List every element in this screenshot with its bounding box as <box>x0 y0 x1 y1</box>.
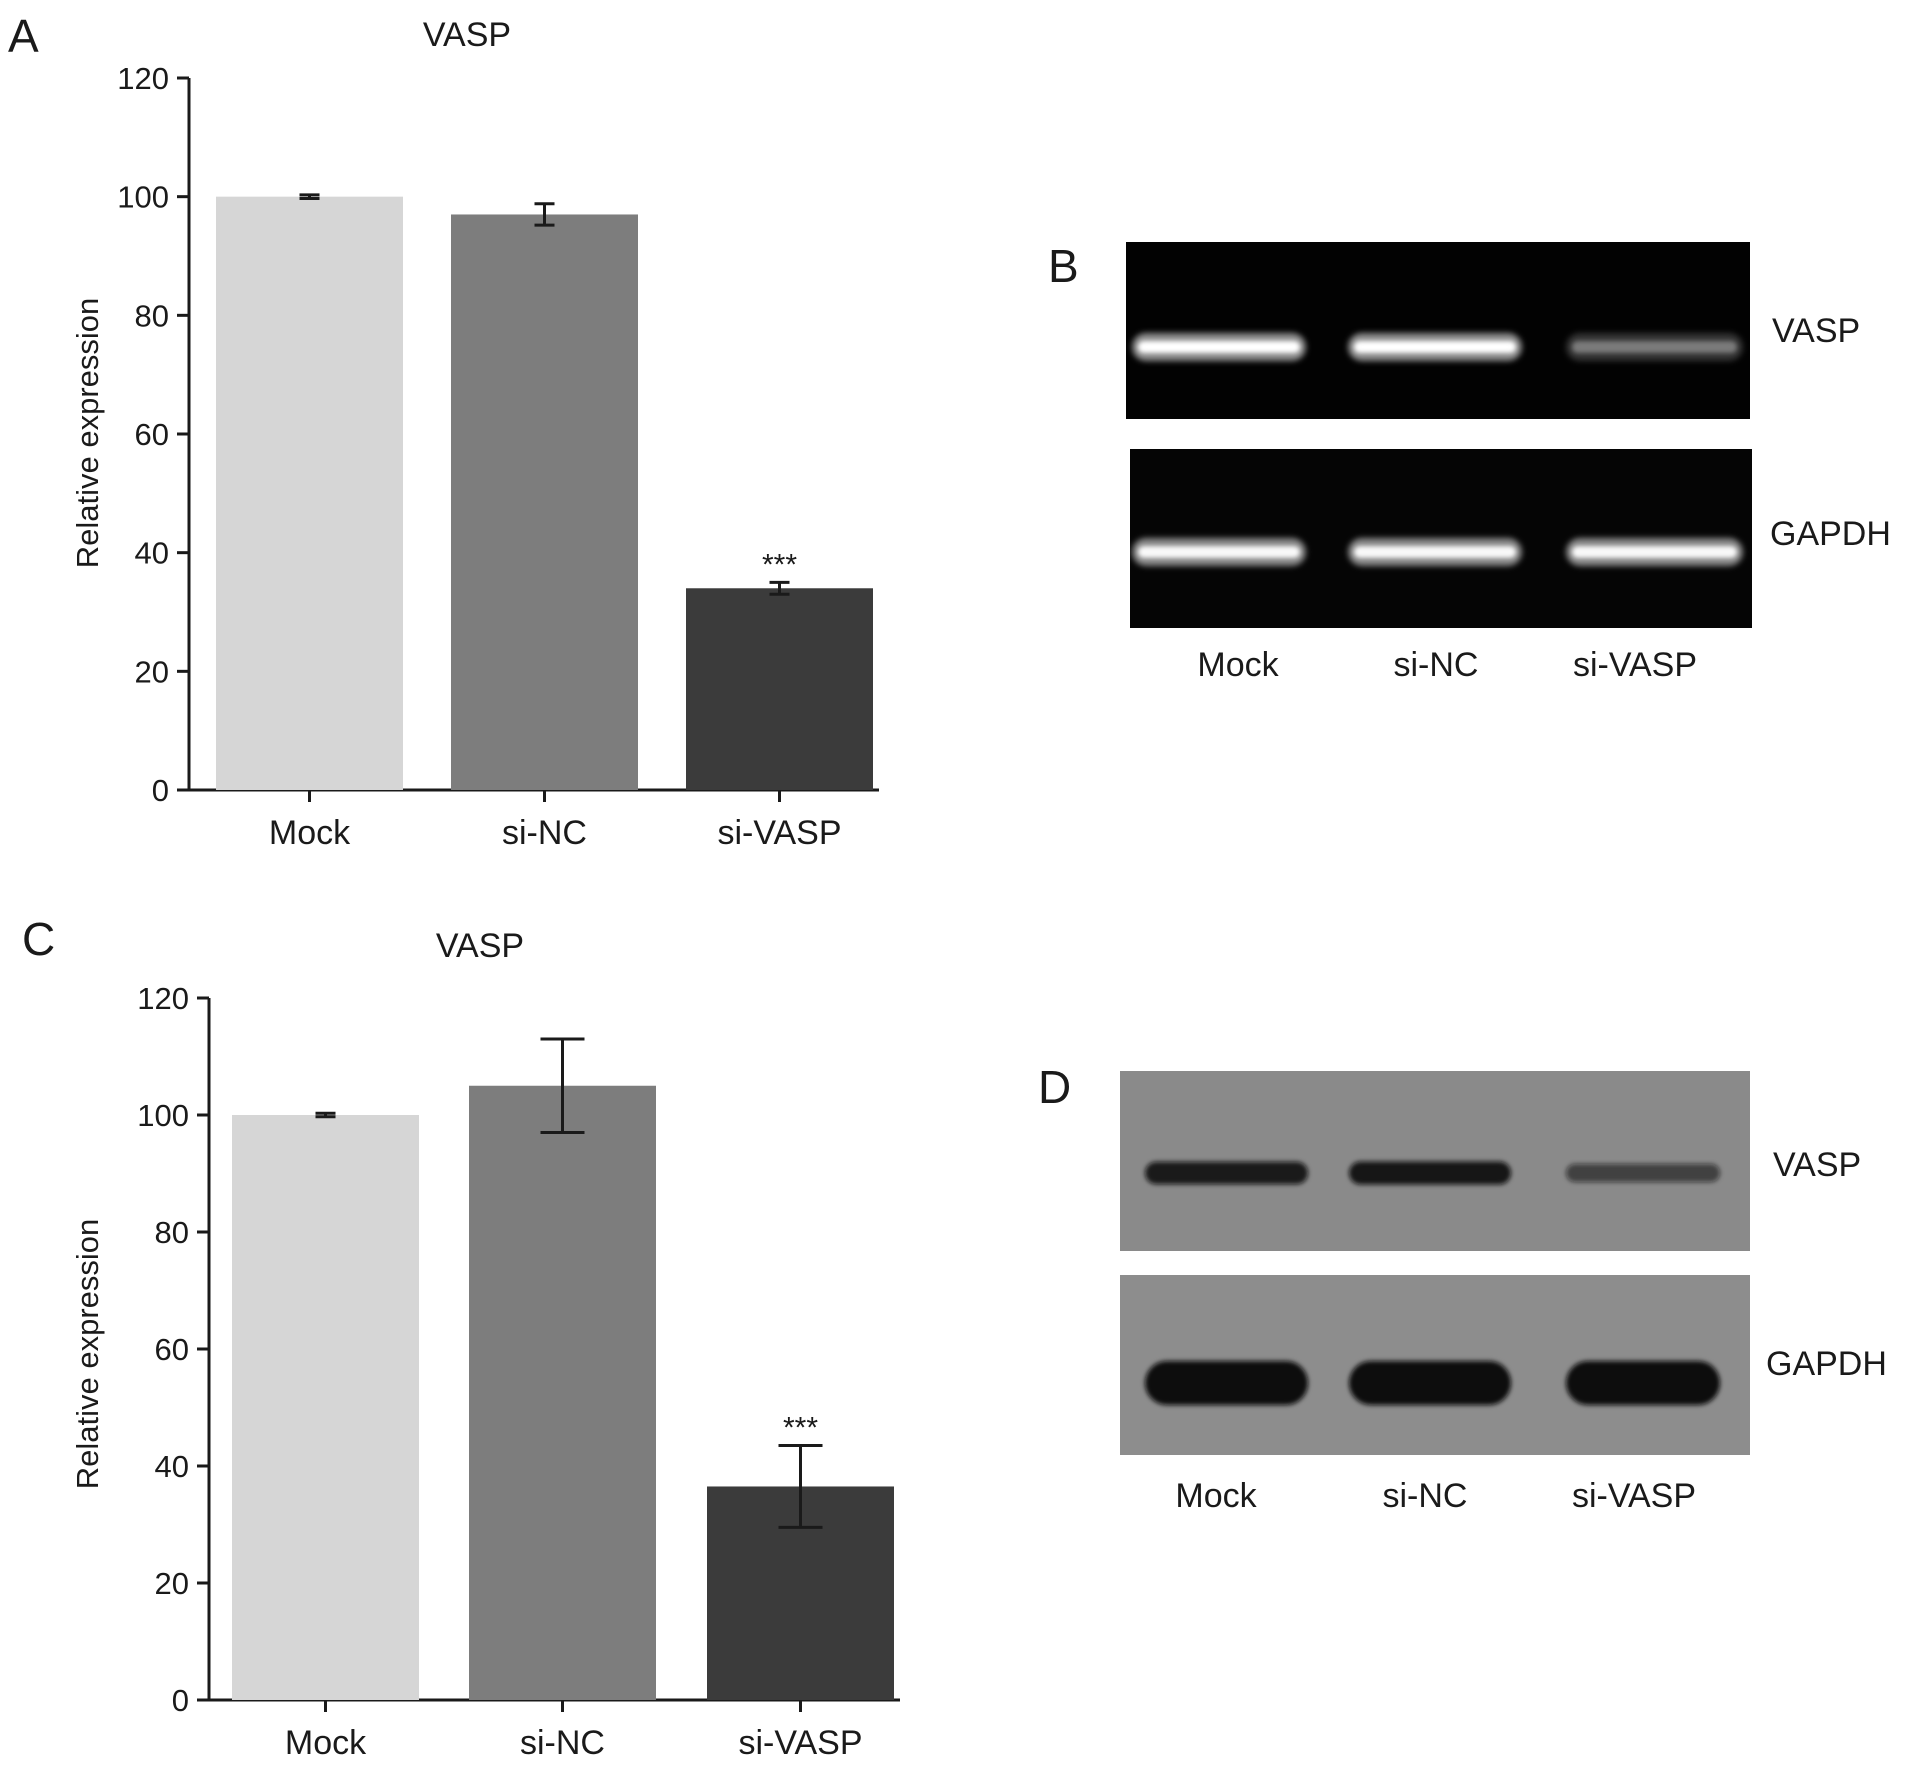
y-axis-title-a: Relative expression <box>70 298 105 569</box>
chart-title-a: VASP <box>423 16 511 54</box>
x-tick-label: si-NC <box>520 1724 605 1762</box>
blot-band-gapdh-mock <box>1145 1361 1308 1405</box>
significance-label: *** <box>783 1412 818 1445</box>
y-tick-label: 40 <box>155 1449 189 1484</box>
y-tick-label: 40 <box>135 536 169 571</box>
blot-band-vasp-mock <box>1145 1161 1308 1185</box>
error-bar-si-nc <box>540 1037 585 1135</box>
blot-row-label-vasp-d: VASP <box>1773 1146 1861 1184</box>
gel-lane-label-si-vasp-b: si-VASP <box>1573 646 1697 684</box>
panel-letter-b: B <box>1048 240 1079 292</box>
y-tick-label: 60 <box>155 1332 189 1367</box>
gel-band-vasp-si-vasp <box>1566 333 1743 361</box>
gel-band-vasp-si-nc <box>1348 333 1522 361</box>
panel-letter-d: D <box>1038 1061 1071 1113</box>
y-tick-label: 120 <box>137 981 189 1016</box>
y-tick-label: 100 <box>117 180 169 215</box>
y-tick-label: 80 <box>155 1215 189 1250</box>
significance-label: *** <box>762 548 797 581</box>
gel-band-gapdh-si-vasp <box>1566 538 1743 566</box>
gel-row-label-vasp-b: VASP <box>1772 312 1860 350</box>
x-tick-label: si-VASP <box>738 1724 862 1762</box>
x-tick-label: Mock <box>285 1724 367 1762</box>
bar-chart-a: VASP Relative expression 0 20 40 60 80 100 120… <box>70 16 879 852</box>
y-tick-label: 120 <box>117 61 169 96</box>
chart-title-c: VASP <box>436 927 524 965</box>
gel-band-gapdh-mock <box>1132 538 1306 566</box>
bar-si-vasp <box>686 588 873 790</box>
y-axis-title-c: Relative expression <box>70 1219 105 1490</box>
blot-lane-label-si-nc-d: si-NC <box>1383 1477 1468 1515</box>
blot-band-vasp-si-vasp <box>1566 1163 1720 1183</box>
y-tick-label: 80 <box>135 298 169 333</box>
y-tick-label: 60 <box>135 417 169 452</box>
gel-row-label-gapdh-b: GAPDH <box>1770 515 1891 553</box>
error-bar-mock <box>315 1111 336 1119</box>
blot-band-gapdh-si-vasp <box>1566 1361 1720 1405</box>
gel-strip-vasp-b <box>1126 242 1750 419</box>
bar-si-nc <box>469 1085 656 1700</box>
x-tick-label: si-VASP <box>717 814 841 852</box>
blot-image-d: VASP GAPDH Mock si-NC si-VASP <box>1120 1071 1887 1515</box>
x-tick-label: Mock <box>269 814 351 852</box>
error-bar-si-nc <box>534 202 555 227</box>
blot-band-vasp-si-nc <box>1349 1161 1511 1185</box>
gel-lane-label-mock-b: Mock <box>1197 646 1279 684</box>
bar-si-nc <box>451 214 638 790</box>
y-tick-label: 0 <box>152 773 169 808</box>
y-tick-label: 0 <box>172 1683 189 1718</box>
panel-letter-a: A <box>8 10 39 62</box>
gel-image-b: VASP GAPDH Mock si-NC si-VASP <box>1126 242 1891 684</box>
bar-mock <box>216 196 403 790</box>
x-tick-label: si-NC <box>502 814 587 852</box>
y-tick-label: 20 <box>155 1566 189 1601</box>
y-tick-label: 100 <box>137 1098 189 1133</box>
error-bar-si-vasp <box>778 1444 823 1529</box>
y-tick-label: 20 <box>135 654 169 689</box>
bar-mock <box>232 1115 419 1700</box>
gel-lane-label-si-nc-b: si-NC <box>1394 646 1479 684</box>
blot-lane-label-si-vasp-d: si-VASP <box>1572 1477 1696 1515</box>
blot-lane-label-mock-d: Mock <box>1175 1477 1257 1515</box>
blot-row-label-gapdh-d: GAPDH <box>1766 1345 1887 1383</box>
gel-band-gapdh-si-nc <box>1348 538 1522 566</box>
blot-band-gapdh-si-nc <box>1349 1361 1511 1405</box>
error-bar-si-vasp <box>769 580 790 596</box>
gel-band-vasp-mock <box>1132 333 1306 361</box>
blot-strip-vasp-d <box>1120 1071 1750 1251</box>
error-bar-mock <box>299 193 320 200</box>
bar-chart-c: VASP Relative expression 0 20 40 60 80 100 120… <box>70 927 900 1762</box>
panel-letter-c: C <box>22 913 55 965</box>
